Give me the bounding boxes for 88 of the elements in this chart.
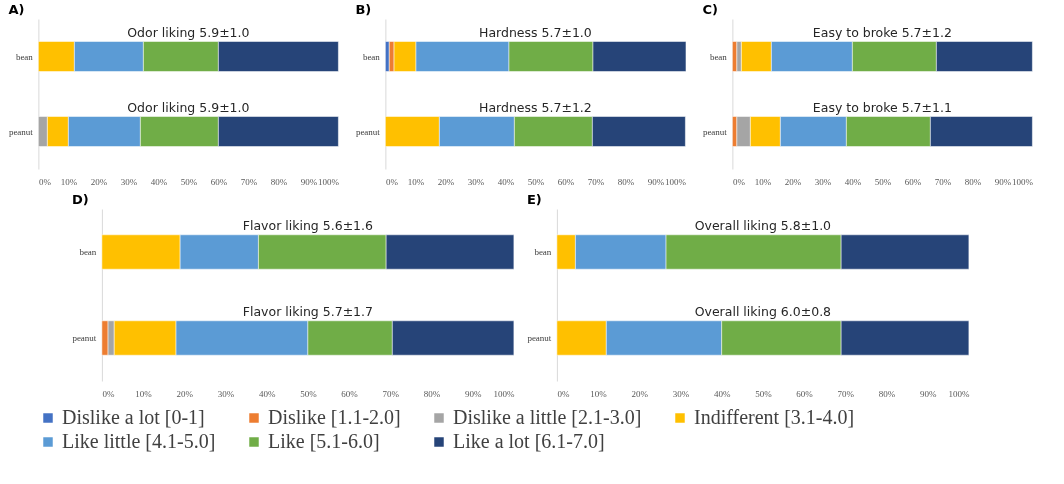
x-tick-label: 30% xyxy=(120,176,138,187)
x-tick-label: 20% xyxy=(631,388,649,399)
x-tick-label: 10% xyxy=(407,176,425,187)
bar xyxy=(385,41,390,72)
chart-title: E) xyxy=(526,192,542,207)
legend-label: Like [5.1-6.0] xyxy=(268,430,380,452)
annotation: Overall liking 6.0±0.8 xyxy=(694,303,832,319)
x-tick-label: 40% xyxy=(497,176,515,187)
x-tick-label: 70% xyxy=(837,388,855,399)
x-tick-label: 60% xyxy=(904,176,922,187)
annotation: Odor liking 5.9±1.0 xyxy=(127,99,250,115)
y-tick-label: peanut xyxy=(527,333,552,343)
x-tick-label: 100% xyxy=(1011,176,1034,187)
x-tick-label: 0% xyxy=(557,388,570,399)
legend-label: Like a lot [6.1-7.0] xyxy=(453,430,605,452)
x-tick-label: 80% xyxy=(878,388,896,399)
x-tick-label: 50% xyxy=(300,388,318,399)
x-tick-label: 80% xyxy=(270,176,288,187)
x-tick-label: 70% xyxy=(240,176,258,187)
y-tick-label: peanut xyxy=(8,126,34,137)
chart-title: B) xyxy=(355,2,372,17)
x-tick-label: 100% xyxy=(664,176,687,187)
x-tick-label: 90% xyxy=(919,388,937,399)
x-tick-label: 40% xyxy=(844,176,862,187)
annotation: Flavor liking 5.6±1.6 xyxy=(242,217,374,233)
x-tick-label: 20% xyxy=(90,176,108,187)
x-tick-label: 30% xyxy=(814,176,832,187)
x-tick-label: 70% xyxy=(382,388,400,399)
x-tick-label: 10% xyxy=(590,388,608,399)
x-tick-label: 100% xyxy=(317,176,340,187)
x-tick-label: 10% xyxy=(135,388,153,399)
x-tick-label: 20% xyxy=(784,176,802,187)
x-tick-label: 90% xyxy=(994,176,1012,187)
x-tick-label: 70% xyxy=(587,176,605,187)
x-tick-label: 60% xyxy=(557,176,575,187)
legend-label: Dislike a lot [0-1] xyxy=(62,406,205,428)
x-tick-label: 100% xyxy=(493,388,515,399)
x-tick-label: 80% xyxy=(423,388,441,399)
x-tick-label: 50% xyxy=(180,176,198,187)
x-tick-label: 20% xyxy=(437,176,455,187)
x-tick-label: 0% xyxy=(732,176,746,187)
x-tick-label: 50% xyxy=(874,176,892,187)
x-tick-label: 50% xyxy=(755,388,773,399)
x-tick-label: 80% xyxy=(964,176,982,187)
x-tick-label: 40% xyxy=(150,176,168,187)
annotation: Odor liking 5.9±1.0 xyxy=(127,24,250,40)
y-tick-label: bean xyxy=(534,247,552,257)
y-tick-label: bean xyxy=(79,247,97,257)
x-tick-label: 100% xyxy=(948,388,970,399)
x-tick-label: 10% xyxy=(60,176,78,187)
x-tick-label: 0% xyxy=(102,388,115,399)
x-tick-label: 90% xyxy=(464,388,482,399)
chart-title: D) xyxy=(71,192,89,207)
chart-title: C) xyxy=(702,2,718,17)
x-tick-label: 60% xyxy=(796,388,814,399)
annotation: Hardness 5.7±1.0 xyxy=(478,24,592,40)
x-tick-label: 60% xyxy=(341,388,359,399)
x-tick-label: 70% xyxy=(934,176,952,187)
y-tick-label: bean xyxy=(15,51,34,62)
x-tick-label: 60% xyxy=(210,176,228,187)
x-tick-label: 10% xyxy=(754,176,772,187)
x-tick-label: 40% xyxy=(258,388,276,399)
x-tick-label: 80% xyxy=(617,176,635,187)
annotation: Flavor liking 5.7±1.7 xyxy=(242,303,373,319)
legend-label: Dislike a little [2.1-3.0] xyxy=(453,406,642,428)
x-tick-label: 90% xyxy=(300,176,318,187)
x-tick-label: 0% xyxy=(385,176,399,187)
legend-label: Indifferent [3.1-4.0] xyxy=(694,406,855,428)
x-tick-label: 30% xyxy=(467,176,485,187)
y-tick-label: peanut xyxy=(355,126,381,137)
annotation: Overall liking 5.8±1.0 xyxy=(694,217,832,233)
x-tick-label: 90% xyxy=(647,176,665,187)
x-tick-label: 30% xyxy=(217,388,235,399)
x-tick-label: 50% xyxy=(527,176,545,187)
annotation: Hardness 5.7±1.2 xyxy=(478,99,592,115)
y-tick-label: bean xyxy=(362,51,381,62)
x-tick-label: 0% xyxy=(38,176,52,187)
x-tick-label: 20% xyxy=(176,388,194,399)
legend-label: Dislike [1.1-2.0] xyxy=(268,406,401,428)
x-tick-label: 40% xyxy=(713,388,731,399)
x-tick-label: 30% xyxy=(672,388,690,399)
y-tick-label: peanut xyxy=(702,126,728,137)
chart-title: A) xyxy=(8,2,25,17)
legend-label: Like little [4.1-5.0] xyxy=(62,430,216,452)
y-tick-label: bean xyxy=(709,51,728,62)
y-tick-label: peanut xyxy=(72,333,97,343)
annotation: Easy to broke 5.7±1.2 xyxy=(812,24,952,40)
annotation: Easy to broke 5.7±1.1 xyxy=(812,99,952,115)
